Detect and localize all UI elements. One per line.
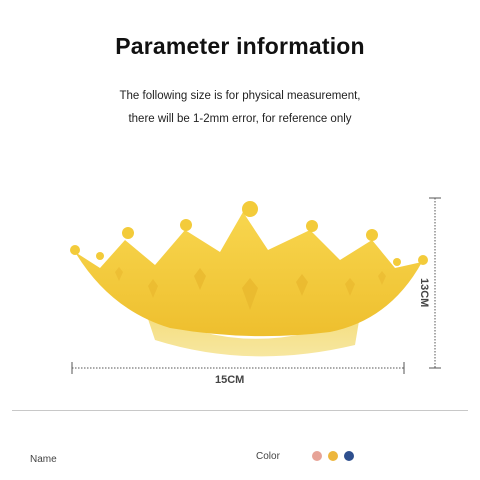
crown-body (75, 212, 422, 337)
color-swatch-yellow[interactable] (328, 451, 338, 461)
color-swatches (312, 451, 354, 461)
subtitle-line-2: there will be 1-2mm error, for reference… (128, 113, 352, 125)
page-title: Parameter information (115, 33, 365, 59)
subtitle-line-1: The following size is for physical measu… (119, 90, 361, 102)
crown-product-image (70, 201, 428, 357)
crown-rim (145, 310, 360, 357)
divider (12, 410, 468, 411)
width-dimension-label: 15CM (215, 374, 245, 386)
height-dimension-label: 13CM (418, 278, 430, 308)
color-swatch-blue[interactable] (344, 451, 354, 461)
name-label: Name (30, 454, 57, 465)
color-label: Color (256, 451, 280, 462)
color-swatch-pink[interactable] (312, 451, 322, 461)
